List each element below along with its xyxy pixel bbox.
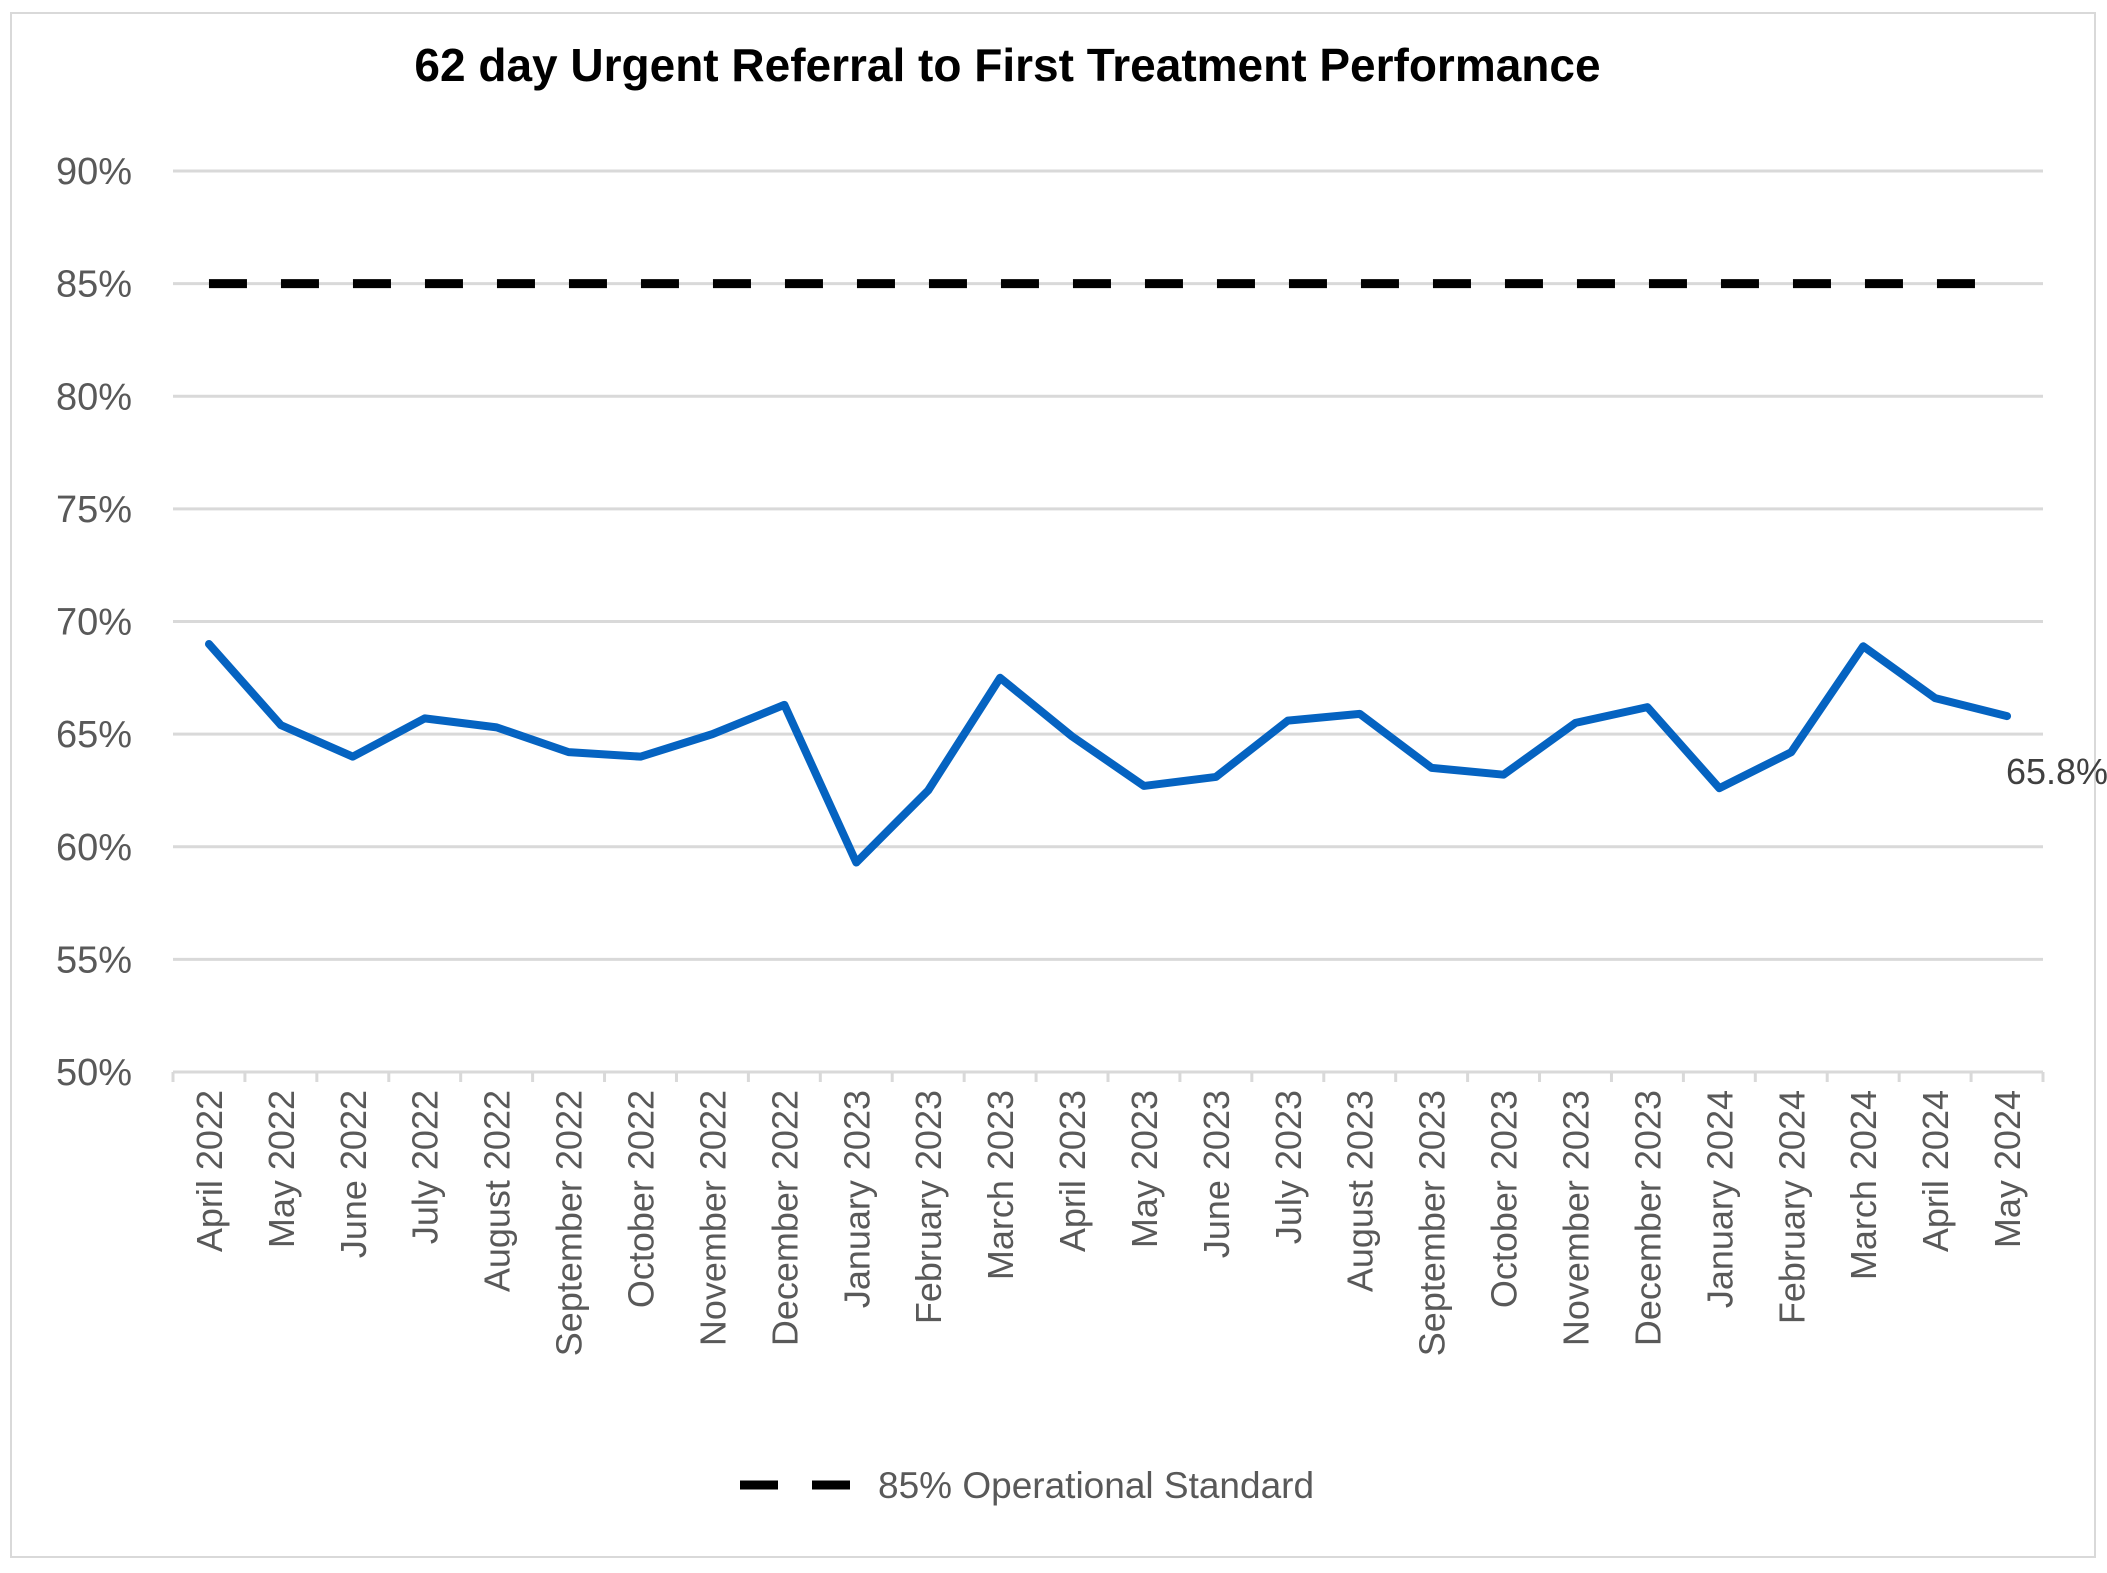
x-tick-label: April 2023 [1052, 1090, 1093, 1252]
y-tick-label: 85% [56, 264, 132, 306]
y-tick-label: 50% [56, 1052, 132, 1094]
x-tick-label: December 2022 [764, 1090, 805, 1346]
x-tick-label: May 2022 [261, 1090, 302, 1248]
x-tick-label: September 2022 [549, 1090, 590, 1356]
y-tick-label: 65% [56, 714, 132, 756]
x-tick-label: January 2024 [1699, 1090, 1740, 1308]
x-tick-label: March 2023 [980, 1090, 1021, 1280]
gridlines [173, 169, 2043, 961]
y-tick-label: 55% [56, 939, 132, 981]
x-tick-label: April 2022 [189, 1090, 230, 1252]
series-lines [204, 279, 2012, 867]
x-tick-label: July 2022 [405, 1090, 446, 1244]
x-tick-label: April 2024 [1915, 1090, 1956, 1252]
x-tick-label: July 2023 [1268, 1090, 1309, 1244]
x-tick-label: February 2023 [908, 1090, 949, 1324]
y-tick-label: 75% [56, 489, 132, 531]
performance-line [204, 640, 2012, 867]
y-axis-ticks: 50% 55% 60% 65% 70% 75% 80% 85% 90% [56, 151, 132, 1094]
x-tick-label: November 2023 [1556, 1090, 1597, 1346]
x-tick-label: November 2022 [692, 1090, 733, 1346]
x-tick-label: June 2023 [1196, 1090, 1237, 1258]
data-labels: 65.8% [2006, 751, 2107, 792]
x-tick-label: October 2023 [1484, 1090, 1525, 1308]
chart-title: 62 day Urgent Referral to First Treatmen… [414, 39, 1601, 91]
legend-label: 85% Operational Standard [878, 1465, 1314, 1506]
x-tick-label: February 2024 [1771, 1090, 1812, 1324]
y-tick-label: 60% [56, 827, 132, 869]
x-tick-label: September 2023 [1412, 1090, 1453, 1356]
x-tick-label: December 2023 [1627, 1090, 1668, 1346]
x-tick-label: August 2022 [477, 1090, 518, 1292]
x-tick-label: August 2023 [1340, 1090, 1381, 1292]
x-axis [171, 1070, 2045, 1082]
x-tick-label: March 2024 [1843, 1090, 1884, 1280]
y-tick-label: 70% [56, 602, 132, 644]
x-tick-label: January 2023 [836, 1090, 877, 1308]
y-tick-label: 90% [56, 151, 132, 193]
x-axis-ticks: April 2022 May 2022 June 2022 July 2022 Augu… [189, 1090, 2028, 1356]
x-tick-label: May 2024 [1987, 1090, 2028, 1248]
data-label-last: 65.8% [2006, 751, 2107, 792]
x-tick-label: October 2022 [621, 1090, 662, 1308]
chart-frame [10, 12, 2096, 1558]
x-tick-label: May 2023 [1124, 1090, 1165, 1248]
legend: 85% Operational Standard [740, 1465, 1314, 1506]
y-tick-label: 80% [56, 376, 132, 418]
x-tick-label: June 2022 [333, 1090, 374, 1258]
